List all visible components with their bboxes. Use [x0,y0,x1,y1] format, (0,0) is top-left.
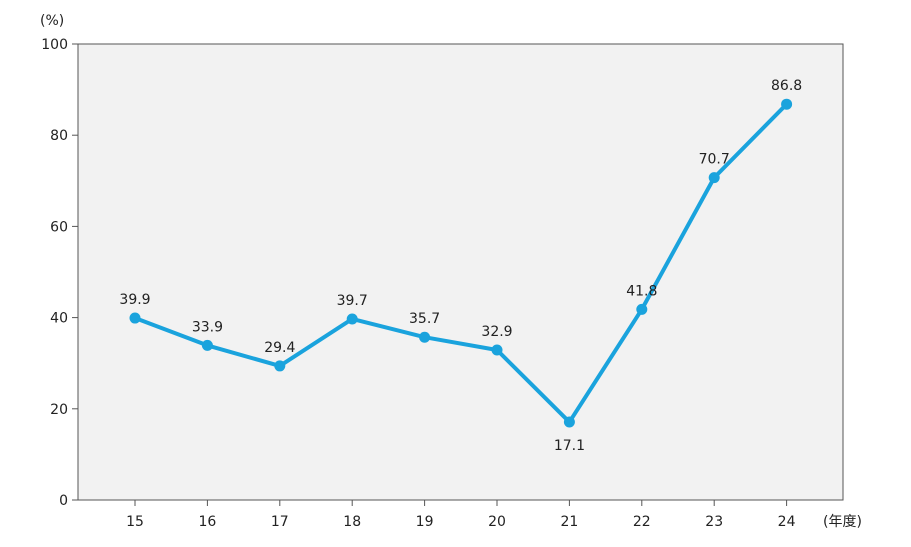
y-tick-label: 100 [41,37,68,53]
x-tick-label: 23 [705,514,723,530]
data-point [419,331,431,343]
y-tick-label: 0 [59,493,68,509]
x-tick-label: 21 [560,514,578,530]
data-label: 33.9 [192,319,223,335]
series-line [134,102,789,425]
data-point [636,303,648,315]
data-label: 39.9 [119,292,150,308]
x-tick-label: 17 [271,514,289,530]
y-tick-label: 40 [50,311,68,327]
x-tick-label: 22 [633,514,651,530]
data-point [274,360,286,372]
data-point [129,312,141,324]
x-tick-label: 18 [343,514,361,530]
data-point [491,344,503,356]
x-axis-unit: (年度) [823,514,862,530]
plot-area [77,43,844,501]
y-tick-label: 60 [50,219,68,235]
x-tick-label: 24 [778,514,796,530]
x-tick-label: 15 [126,514,144,530]
data-label: 70.7 [699,152,730,168]
x-tick-label: 16 [198,514,216,530]
y-axis-unit: (%) [40,13,64,29]
x-tick-label: 19 [416,514,434,530]
data-label: 86.8 [771,78,802,94]
y-tick-label: 20 [50,402,68,418]
data-label: 29.4 [264,340,295,356]
data-point [708,172,720,184]
data-label: 17.1 [554,438,585,454]
data-label: 32.9 [481,324,512,340]
data-label: 41.8 [626,283,657,299]
x-axis-ticks: 15 16 17 18 19 20 21 22 23 24 [126,500,796,530]
x-tick-label: 20 [488,514,506,530]
axes [77,44,843,501]
y-axis-ticks: 0 20 40 60 80 100 [41,37,78,509]
data-label: 35.7 [409,311,440,327]
data-point [563,416,575,428]
y-tick-label: 80 [50,128,68,144]
data-point [346,313,358,325]
data-point [781,98,793,110]
data-point [201,339,213,351]
data-label: 39.7 [337,293,368,309]
series-line-group: 39.9 33.9 29.4 39.7 35.7 32.9 17.1 41.8 70.7 86.8 [119,78,802,454]
